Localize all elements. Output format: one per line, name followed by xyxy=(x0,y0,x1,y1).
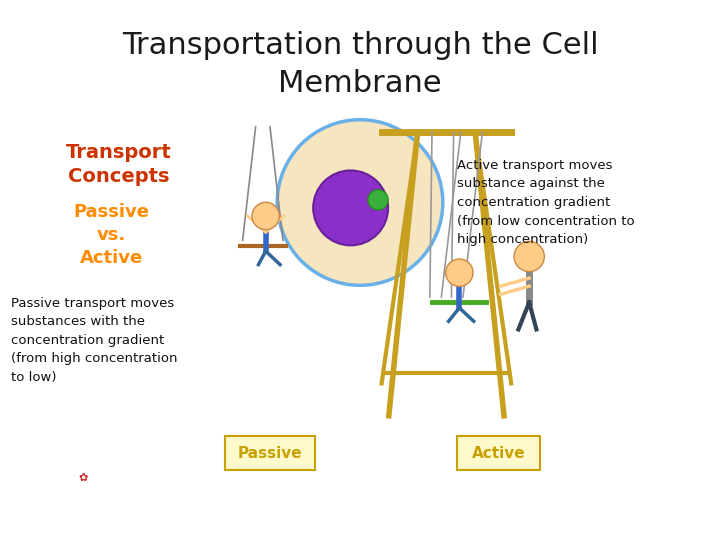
Ellipse shape xyxy=(313,171,388,245)
Ellipse shape xyxy=(368,190,388,210)
Text: Active: Active xyxy=(472,446,526,461)
Text: ✿: ✿ xyxy=(78,473,88,483)
Ellipse shape xyxy=(514,241,544,272)
Text: Transport
Concepts: Transport Concepts xyxy=(66,144,171,186)
Text: Passive transport moves
substances with the
concentration gradient
(from high co: Passive transport moves substances with … xyxy=(11,296,177,384)
FancyBboxPatch shape xyxy=(457,436,540,470)
Ellipse shape xyxy=(277,120,443,285)
Text: Passive
vs.
Active: Passive vs. Active xyxy=(73,203,150,267)
Ellipse shape xyxy=(446,259,473,286)
Ellipse shape xyxy=(252,202,279,230)
Text: Passive: Passive xyxy=(238,446,302,461)
FancyBboxPatch shape xyxy=(225,436,315,470)
Text: Transportation through the Cell: Transportation through the Cell xyxy=(122,31,598,60)
Text: Membrane: Membrane xyxy=(278,69,442,98)
Text: Active transport moves
substance against the
concentration gradient
(from low co: Active transport moves substance against… xyxy=(457,159,635,246)
